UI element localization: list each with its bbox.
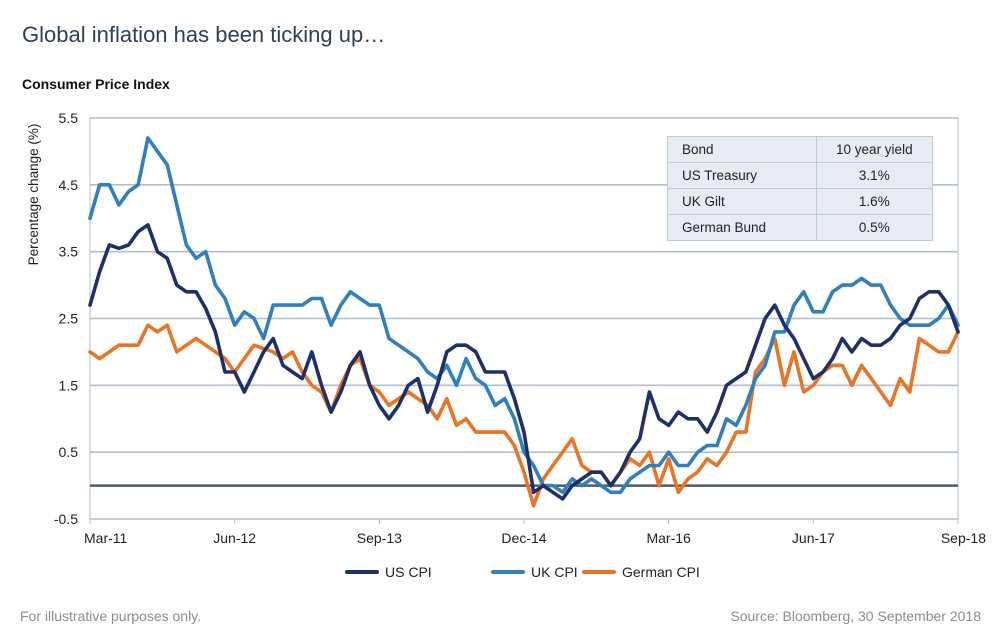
table-cell: UK Gilt <box>667 188 817 215</box>
x-tick-label: Dec-14 <box>501 530 546 546</box>
y-axis-label: Percentage change (%) <box>26 124 41 266</box>
y-tick-label: 3.5 <box>59 244 79 260</box>
y-tick-label: 4.5 <box>59 177 79 193</box>
cpi-line-chart: -0.5 0.5 1.5 2.5 3.5 4.5 5.5 Mar-11 Jun-12 Sep-13… <box>26 110 986 580</box>
y-tick-label: 5.5 <box>59 110 79 126</box>
x-tick-label: Sep-13 <box>357 530 402 546</box>
table-cell: 0.5% <box>815 214 934 241</box>
table-header-cell: Bond <box>667 136 817 163</box>
table-cell: 1.6% <box>815 188 934 215</box>
table-row: German Bund 0.5% <box>667 214 934 241</box>
chart-heading: Consumer Price Index <box>22 76 170 92</box>
table-header-cell: 10 year yield <box>815 136 934 163</box>
table-row: US Treasury 3.1% <box>667 162 934 189</box>
table-cell: German Bund <box>667 214 817 241</box>
y-tick-label: 0.5 <box>59 444 79 460</box>
table-cell: US Treasury <box>667 162 817 189</box>
x-tick-label: Mar-16 <box>646 530 691 546</box>
series-line-us-cpi <box>88 223 960 501</box>
table-row: UK Gilt 1.6% <box>667 188 934 215</box>
legend-label: US CPI <box>385 564 432 580</box>
y-tick-label: 2.5 <box>59 311 79 327</box>
table-cell: 3.1% <box>815 162 934 189</box>
series-line-uk-cpi <box>88 136 960 495</box>
page-title: Global inflation has been ticking up… <box>22 22 386 47</box>
bond-yield-table: Bond 10 year yield US Treasury 3.1% UK G… <box>667 136 934 241</box>
x-tick-label: Mar-11 <box>84 530 128 546</box>
x-tick-label: Jun-12 <box>213 530 256 546</box>
y-tick-label: -0.5 <box>54 511 78 527</box>
table-header-row: Bond 10 year yield <box>667 136 934 163</box>
disclaimer-note: For illustrative purposes only. <box>20 608 202 624</box>
x-tick-label: Jun-17 <box>792 530 835 546</box>
legend-label: German CPI <box>622 564 700 580</box>
legend-label: UK CPI <box>531 564 578 580</box>
x-tick-label: Sep-18 <box>941 530 986 546</box>
source-note: Source: Bloomberg, 30 September 2018 <box>730 608 981 624</box>
y-tick-label: 1.5 <box>59 377 79 393</box>
